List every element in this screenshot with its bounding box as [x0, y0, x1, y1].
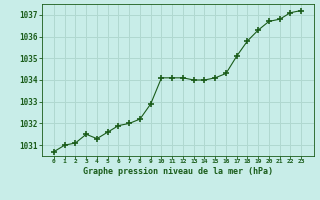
X-axis label: Graphe pression niveau de la mer (hPa): Graphe pression niveau de la mer (hPa): [83, 167, 273, 176]
